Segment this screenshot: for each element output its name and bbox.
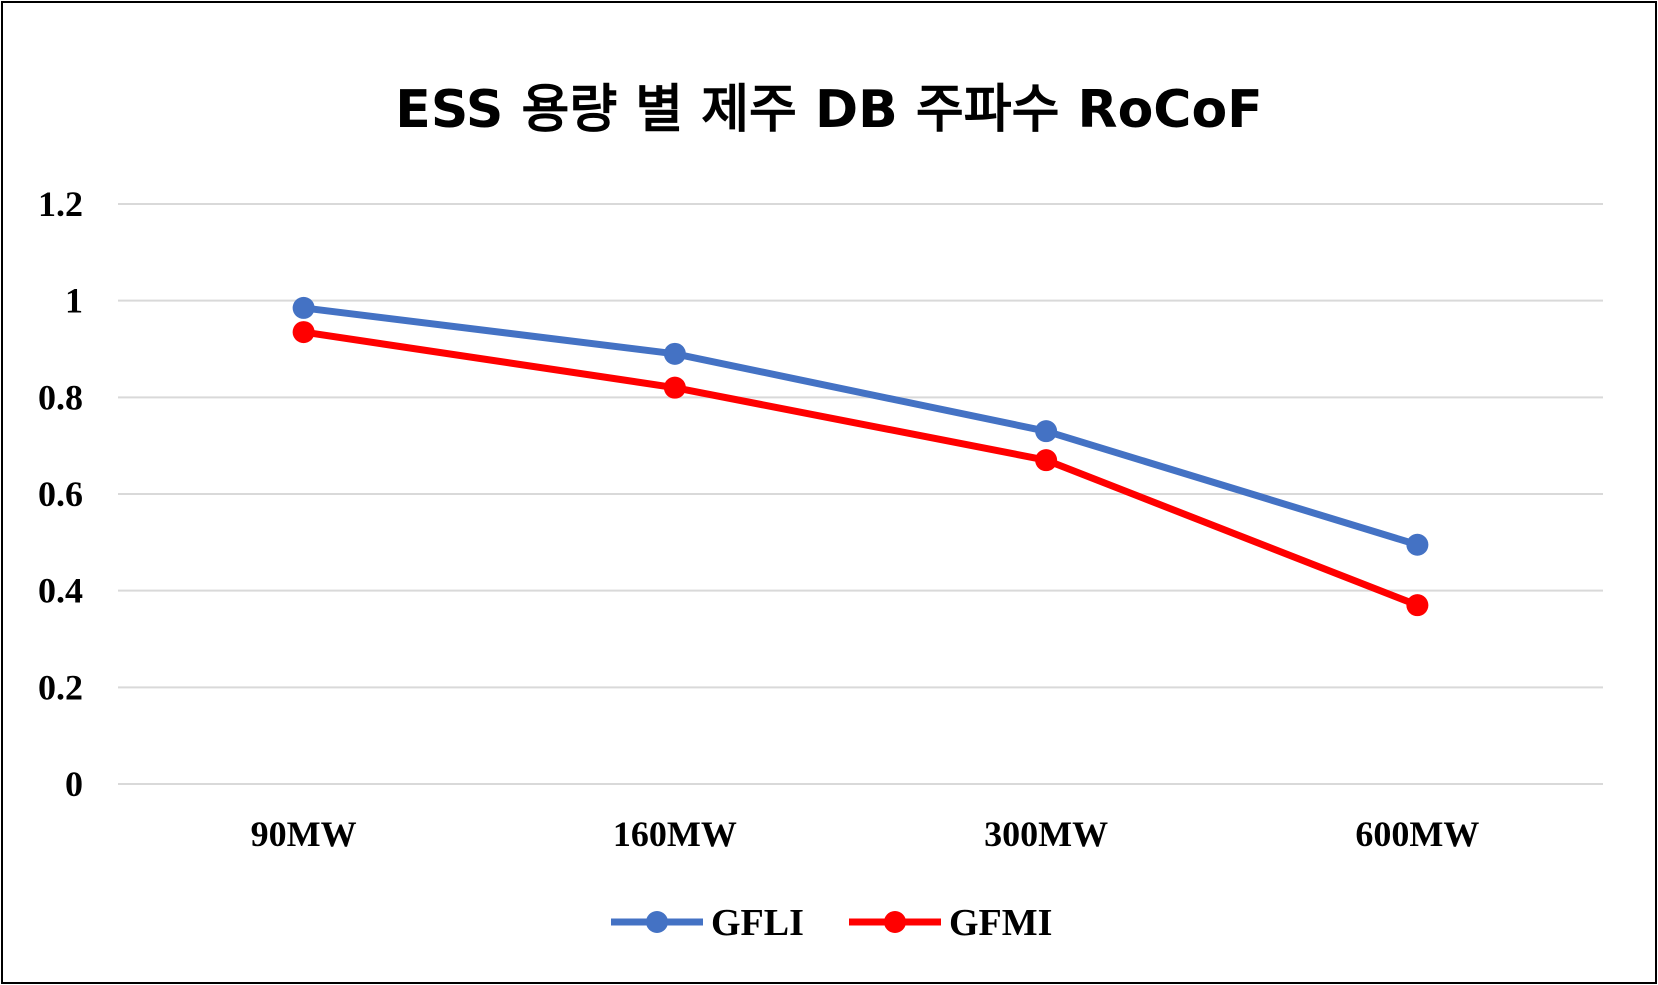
data-point — [292, 296, 315, 319]
data-point — [663, 342, 686, 365]
legend-swatch-marker — [884, 911, 906, 933]
y-tick-label: 0.4 — [38, 571, 83, 611]
series-line — [303, 328, 1419, 609]
legend-label: GFMI — [949, 902, 1052, 944]
chart-title: ESS 용량 별 제주 DB 주파수 RoCoF — [395, 80, 1263, 140]
series — [292, 296, 1429, 617]
legend: GFLI GFMI — [611, 902, 1052, 944]
series-gfmi — [292, 321, 1429, 617]
y-axis-ticks: 0 0.2 0.4 0.6 0.8 1 1.2 — [38, 184, 83, 804]
data-point — [292, 321, 315, 344]
x-tick-label: 160MW — [613, 814, 737, 854]
x-tick-label: 300MW — [984, 814, 1108, 854]
grid-lines — [118, 203, 1603, 785]
y-tick-label: 0.8 — [38, 377, 83, 417]
series-line — [303, 304, 1419, 549]
legend-item-gfli: GFLI — [611, 902, 804, 944]
x-axis-ticks: 90MW 160MW 300MW 600MW — [251, 814, 1480, 854]
data-point — [1406, 594, 1429, 617]
y-tick-label: 0.6 — [38, 474, 83, 514]
plot-area: 0 0.2 0.4 0.6 0.8 1 1.2 90MW 160MW 300MW 600MW GF… — [38, 184, 1603, 944]
series-gfli — [292, 296, 1429, 556]
y-tick-label: 0.2 — [38, 667, 83, 707]
legend-label: GFLI — [711, 902, 804, 944]
data-point — [1406, 533, 1429, 556]
x-tick-label: 90MW — [251, 814, 357, 854]
y-tick-label: 1.2 — [38, 184, 83, 224]
x-tick-label: 600MW — [1355, 814, 1479, 854]
data-point — [663, 376, 686, 399]
legend-item-gfmi: GFMI — [849, 902, 1052, 944]
y-tick-label: 0 — [65, 764, 83, 804]
legend-swatch-marker — [646, 911, 668, 933]
y-tick-label: 1 — [65, 281, 83, 321]
data-point — [1035, 449, 1058, 472]
data-point — [1035, 420, 1058, 443]
